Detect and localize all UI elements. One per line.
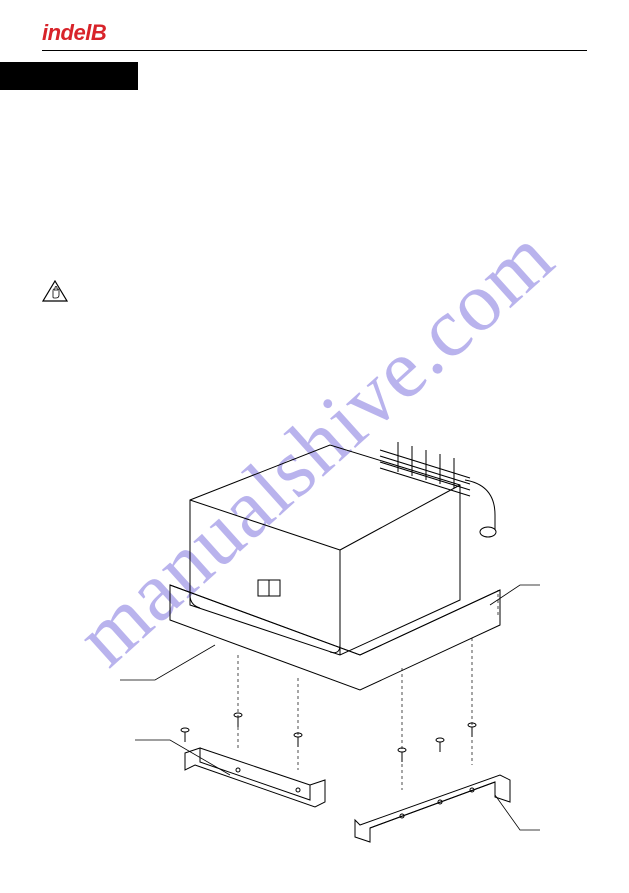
- warning-hand-icon: [42, 280, 68, 302]
- screw: [468, 723, 476, 737]
- condenser-coil: [380, 442, 496, 537]
- screw: [294, 733, 302, 747]
- section-tab: [0, 62, 138, 90]
- alignment-lines: [238, 590, 498, 790]
- screw: [181, 728, 189, 742]
- brand-prefix: indel: [42, 20, 91, 45]
- main-unit: [170, 442, 500, 690]
- callout-leaders: [120, 585, 540, 830]
- right-bracket: [355, 775, 510, 842]
- screw: [436, 738, 444, 752]
- page-header: indelB: [42, 20, 587, 51]
- screws: [181, 713, 476, 762]
- exploded-assembly-figure: [100, 430, 540, 860]
- brand-suffix: B: [91, 20, 106, 45]
- brand-logo: indelB: [42, 20, 106, 45]
- left-bracket: [185, 748, 325, 807]
- screw: [398, 748, 406, 762]
